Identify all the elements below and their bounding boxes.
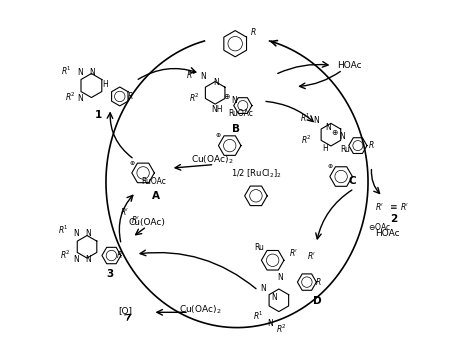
Text: HOAc: HOAc xyxy=(337,61,362,70)
Text: HOAc: HOAc xyxy=(374,229,399,238)
Text: $R^2$: $R^2$ xyxy=(65,90,76,103)
Text: N: N xyxy=(260,284,266,293)
Text: 1: 1 xyxy=(94,110,101,120)
Text: $\oplus$: $\oplus$ xyxy=(331,128,338,136)
Text: N: N xyxy=(213,78,219,87)
Text: H: H xyxy=(102,80,108,89)
Text: N: N xyxy=(272,293,277,302)
Text: $R^1$: $R^1$ xyxy=(61,65,72,77)
Text: $\ominus$OAc: $\ominus$OAc xyxy=(368,221,392,232)
Text: Cu(OAc)$_2$: Cu(OAc)$_2$ xyxy=(179,304,221,316)
Text: $R^2$: $R^2$ xyxy=(301,134,312,146)
Text: R: R xyxy=(128,92,133,101)
Text: B: B xyxy=(232,124,240,134)
Text: 2: 2 xyxy=(390,214,397,224)
Text: $R^1$: $R^1$ xyxy=(300,112,311,124)
Text: D: D xyxy=(313,296,322,306)
Text: N: N xyxy=(77,68,82,77)
Text: 1/2 [RuCl$_2$]$_2$: 1/2 [RuCl$_2$]$_2$ xyxy=(231,168,282,180)
Text: $R'$: $R'$ xyxy=(120,206,129,217)
Text: $R'$: $R'$ xyxy=(401,201,410,212)
Text: R: R xyxy=(117,251,122,260)
Text: R: R xyxy=(251,28,256,36)
Text: [O]: [O] xyxy=(118,306,132,314)
Text: $R'$: $R'$ xyxy=(289,248,298,258)
Text: $R^2$: $R^2$ xyxy=(189,92,200,104)
Text: $R'$: $R'$ xyxy=(307,250,317,261)
Text: C: C xyxy=(349,176,356,186)
Text: $\oplus$: $\oplus$ xyxy=(327,162,334,170)
Text: N: N xyxy=(201,72,206,81)
Text: NH: NH xyxy=(211,105,223,114)
Text: RuOAc: RuOAc xyxy=(228,109,253,118)
Text: 3: 3 xyxy=(107,269,114,279)
Text: $R^1$: $R^1$ xyxy=(186,68,197,81)
Text: N: N xyxy=(268,319,273,328)
Text: N: N xyxy=(231,96,237,104)
Text: RuOAc: RuOAc xyxy=(142,177,166,186)
Text: N: N xyxy=(313,116,319,125)
Text: N: N xyxy=(73,255,79,264)
Text: N: N xyxy=(86,229,91,238)
Text: N: N xyxy=(325,123,331,131)
Text: $\oplus$: $\oplus$ xyxy=(223,92,230,100)
Text: $R^2$: $R^2$ xyxy=(60,249,71,261)
Text: Ru: Ru xyxy=(340,145,350,154)
Text: $R^2$: $R^2$ xyxy=(276,322,287,335)
Text: $\oplus$: $\oplus$ xyxy=(129,159,136,167)
Text: H: H xyxy=(322,144,328,153)
Text: R: R xyxy=(316,278,321,286)
Text: N: N xyxy=(89,68,95,77)
Text: Ru: Ru xyxy=(255,243,264,252)
Text: $R'$: $R'$ xyxy=(131,214,140,225)
Text: Cu(OAc): Cu(OAc) xyxy=(128,218,165,227)
Text: N: N xyxy=(277,273,283,282)
Text: R: R xyxy=(368,141,374,150)
Text: Cu(OAc)$_2$: Cu(OAc)$_2$ xyxy=(191,153,234,166)
Text: N: N xyxy=(339,132,345,141)
Text: N: N xyxy=(73,229,79,238)
Text: $\oplus$: $\oplus$ xyxy=(216,131,222,139)
Text: $R'$: $R'$ xyxy=(375,201,384,212)
Text: $\equiv$: $\equiv$ xyxy=(388,202,399,211)
Text: $R^1$: $R^1$ xyxy=(57,224,68,236)
Text: $R^1$: $R^1$ xyxy=(253,310,264,322)
Text: N: N xyxy=(86,255,91,264)
Text: A: A xyxy=(152,191,160,201)
Text: N: N xyxy=(77,94,82,103)
